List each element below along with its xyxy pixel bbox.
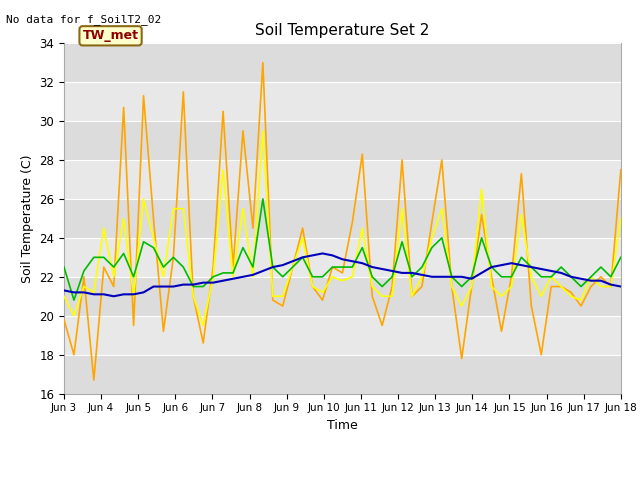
Bar: [64, 316, 621, 355]
Text: TW_met: TW_met: [83, 29, 139, 42]
X-axis label: Time: Time: [327, 419, 358, 432]
Bar: [64, 238, 621, 277]
Bar: [64, 355, 621, 394]
Y-axis label: Soil Temperature (C): Soil Temperature (C): [20, 154, 34, 283]
Bar: [64, 277, 621, 316]
Bar: [64, 43, 621, 82]
Legend: SoilT2_04, SoilT2_08, SoilT2_16, SoilT2_32: SoilT2_04, SoilT2_08, SoilT2_16, SoilT2_…: [106, 477, 579, 480]
Title: Soil Temperature Set 2: Soil Temperature Set 2: [255, 23, 429, 38]
Bar: [64, 199, 621, 238]
Text: No data for f_SoilT2_02: No data for f_SoilT2_02: [6, 14, 162, 25]
Bar: [64, 121, 621, 160]
Bar: [64, 160, 621, 199]
Bar: [64, 82, 621, 121]
